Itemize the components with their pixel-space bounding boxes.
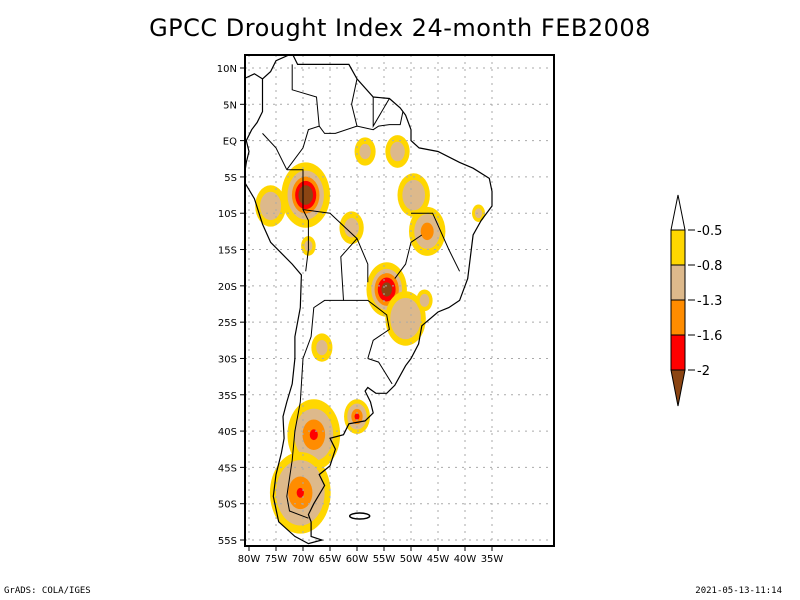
y-tick-label: 15S (218, 246, 237, 257)
drought-contour-level-4 (354, 413, 360, 420)
y-tick-label: 10S (218, 209, 237, 220)
colorbar-segment (670, 299, 686, 336)
y-tick-label: EQ (223, 137, 237, 148)
chart-title: GPCC Drought Index 24-month FEB2008 (149, 14, 651, 42)
central-america-coastline (245, 73, 263, 80)
x-tick-label: 45W (427, 554, 450, 565)
y-tick-label: 40S (218, 427, 237, 438)
x-axis: 80W 75W 70W 65W 60W 55W 50W 45W 40W 35W (238, 546, 504, 565)
country-border (367, 358, 393, 385)
x-tick-label: 40W (454, 554, 477, 565)
drought-contour-level-2 (260, 191, 282, 221)
colorbar-lower-triangle (670, 369, 686, 407)
colorbar-label: -2 (697, 364, 710, 379)
country-border (372, 97, 390, 128)
y-tick-label: 45S (218, 463, 237, 474)
timestamp: 2021-05-13-11:14 (695, 586, 782, 596)
country-border (318, 125, 358, 134)
drought-contour-level-2 (402, 179, 426, 211)
country-border (411, 212, 461, 272)
y-tick-label: 55S (218, 536, 237, 547)
continent-coastline (245, 55, 493, 545)
y-tick-label: 30S (218, 354, 237, 365)
x-tick-label: 70W (292, 554, 315, 565)
y-tick-label: 20S (218, 282, 237, 293)
country-border (262, 133, 288, 170)
y-tick-label: 35S (218, 391, 237, 402)
colorbar-segment (670, 229, 686, 266)
plot-frame (244, 54, 555, 547)
x-tick-label: 55W (373, 554, 396, 565)
grads-credit: GrADS: COLA/IGES (4, 586, 91, 596)
colorbar-segment (670, 264, 686, 301)
colorbar-label: -1.3 (697, 294, 722, 309)
drought-shading-layer (255, 135, 485, 534)
colorbar-legend: -0.5 -0.8 -1.3 -1.6 -2 (670, 194, 722, 407)
drought-contour-level-2 (344, 217, 359, 238)
drought-contour-level-4 (296, 487, 304, 498)
drought-contour-level-4 (309, 429, 318, 441)
colorbar-label: -0.5 (697, 224, 722, 239)
drought-contour-level-2 (390, 141, 405, 162)
country-border (286, 299, 344, 519)
falkland-islands (348, 512, 371, 520)
country-border (286, 169, 369, 283)
colorbar-segment (670, 334, 686, 371)
drought-contour-level-2 (474, 208, 483, 219)
drought-contour-level-2 (359, 143, 371, 160)
coastline-layer (245, 55, 493, 545)
x-tick-label: 50W (400, 554, 423, 565)
colorbar-upper-triangle (670, 194, 686, 231)
drought-contour-level-2 (419, 293, 430, 307)
drought-contour-level-2 (390, 297, 421, 340)
country-border (394, 234, 423, 279)
y-tick-label: 25S (218, 318, 237, 329)
x-tick-label: 75W (265, 554, 288, 565)
y-tick-label: 50S (218, 500, 237, 511)
y-tick-label: 5N (223, 100, 237, 111)
x-tick-label: 80W (238, 554, 261, 565)
country-border (351, 78, 404, 131)
drought-contour-level-2 (316, 339, 328, 356)
x-tick-label: 60W (346, 554, 369, 565)
y-tick-label: 10N (217, 64, 237, 75)
country-border (302, 209, 309, 272)
y-axis: 10N 5N EQ 5S 10S 15S 20S 25S 30S 35S 40S 45S 50S 55S (217, 64, 245, 547)
drought-contour-level-5 (298, 185, 313, 205)
x-tick-label: 35W (481, 554, 504, 565)
country-border (340, 238, 390, 359)
y-tick-label: 5S (224, 173, 237, 184)
drought-contour-level-3 (420, 222, 434, 241)
drought-contour-level-5 (381, 282, 392, 297)
x-tick-label: 65W (319, 554, 342, 565)
colorbar-label: -0.8 (697, 259, 722, 274)
colorbar-label: -1.6 (697, 329, 722, 344)
